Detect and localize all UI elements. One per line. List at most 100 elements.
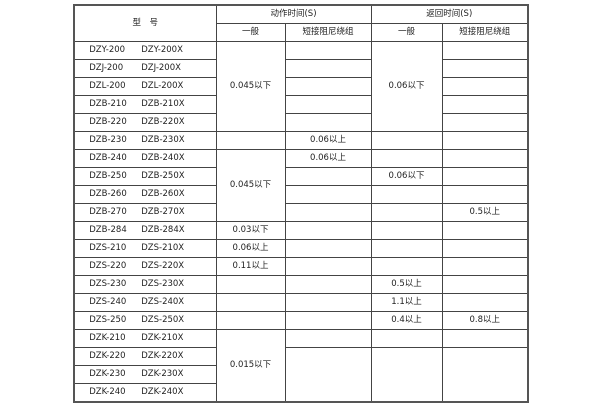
action-short-damping-cell (284, 113, 372, 132)
return-short-damping-cell (441, 293, 529, 312)
model-cell: DZS-250 DZS-250X (73, 311, 217, 330)
model-x-variant: DZB-240X (141, 153, 185, 163)
model-x-variant: DZB-250X (141, 171, 185, 181)
action-short-damping-cell (284, 293, 372, 312)
model-x-variant: DZJ-200X (141, 63, 181, 73)
action-short-damping-cell (284, 257, 372, 276)
model-cell: DZS-210 DZS-210X (73, 239, 217, 258)
table-row: DZS-220 DZS-220X 0.11以上 (73, 257, 529, 276)
model-x-variant: DZS-220X (141, 261, 185, 271)
model-x-variant: DZS-210X (141, 243, 185, 253)
action-general-cell: 0.045以下 (215, 149, 286, 222)
return-short-damping-cell (441, 95, 529, 114)
header-return-short-damping: 短接阻尼绕组 (441, 23, 529, 42)
model-x-variant: DZB-270X (141, 207, 185, 217)
return-short-damping-cell (441, 185, 529, 204)
action-short-damping-cell (284, 329, 372, 348)
model-cell: DZK-220 DZK-220X (73, 347, 217, 366)
model-standard: DZK-220 (89, 351, 126, 361)
action-short-damping-cell (284, 185, 372, 204)
action-short-damping-cell (284, 95, 372, 114)
return-short-damping-cell (441, 113, 529, 132)
action-short-damping-cell (284, 41, 372, 60)
table-row: DZB-284 DZB-284X 0.03以下 (73, 221, 529, 240)
table-row: DZB-260 DZB-260X (73, 185, 529, 204)
return-short-damping-cell (441, 59, 529, 78)
header-return-time: 返回时间(S) (370, 4, 529, 24)
model-standard: DZK-240 (89, 387, 126, 397)
model-standard: DZS-210 (89, 243, 127, 253)
model-cell: DZB-270 DZB-270X (73, 203, 217, 222)
model-x-variant: DZB-230X (141, 135, 185, 145)
model-cell: DZL-200 DZL-200X (73, 77, 217, 96)
header-action-general: 一般 (215, 23, 286, 42)
model-standard: DZB-210 (89, 99, 127, 109)
model-x-variant: DZB-220X (141, 117, 185, 127)
return-general-cell (370, 203, 443, 222)
model-cell: DZS-230 DZS-230X (73, 275, 217, 294)
table-row: DZK-230 DZK-230X (73, 365, 528, 384)
model-standard: DZS-250 (89, 315, 127, 325)
model-standard: DZS-230 (89, 279, 127, 289)
header-row-2: 一般 短接阻尼绕组 一般 短接阻尼绕组 (74, 23, 529, 42)
return-short-damping-cell: 0.5以上 (441, 203, 529, 222)
return-short-damping-cell (441, 77, 529, 96)
return-short-damping-cell (441, 239, 529, 258)
model-standard: DZB-240 (89, 153, 127, 163)
return-short-damping-cell (441, 275, 529, 294)
return-short-damping-cell (441, 41, 529, 60)
table-row: DZB-270 DZB-270X 0.5以上 (73, 203, 529, 222)
return-general-cell: 0.06以下 (370, 41, 443, 132)
model-cell: DZB-210 DZB-210X (73, 95, 217, 114)
table-body: DZY-200 DZY-200X 0.045以下 0.06以下 DZJ-200 DZJ-2… (73, 41, 529, 403)
return-short-damping-cell (441, 347, 529, 403)
model-cell: DZJ-200 DZJ-200X (73, 59, 217, 78)
model-standard: DZB-250 (89, 171, 127, 181)
model-x-variant: DZK-220X (141, 351, 184, 361)
table-row: DZB-240 DZB-240X 0.045以下 0.06以上 (73, 149, 529, 222)
model-standard: DZS-240 (89, 297, 127, 307)
action-general-cell: 0.015以下 (215, 329, 286, 403)
action-general-cell: 0.06以上 (215, 239, 286, 258)
model-standard: DZB-284 (89, 225, 127, 235)
return-general-cell (370, 221, 443, 240)
action-short-damping-cell (284, 167, 372, 186)
model-cell: DZB-240 DZB-240X (73, 149, 217, 168)
action-short-damping-cell: 0.06以上 (284, 131, 372, 150)
return-general-cell: 0.06以下 (370, 167, 443, 186)
model-cell: DZB-250 DZB-250X (73, 167, 217, 186)
action-short-damping-cell: 0.06以上 (284, 149, 372, 168)
action-general-cell (215, 293, 286, 312)
header-model: 型 号 (73, 4, 217, 42)
model-cell: DZK-210 DZK-210X (73, 329, 217, 348)
return-general-cell: 0.5以上 (370, 275, 443, 294)
action-general-cell: 0.045以下 (215, 41, 286, 132)
model-cell: DZS-220 DZS-220X (73, 257, 217, 276)
model-x-variant: DZB-210X (141, 99, 185, 109)
model-standard: DZL-200 (89, 81, 126, 91)
action-short-damping-cell (284, 239, 372, 258)
header-action-short-damping: 短接阻尼绕组 (284, 23, 372, 42)
action-short-damping-cell (284, 203, 372, 222)
action-short-damping-cell (284, 59, 372, 78)
model-x-variant: DZL-200X (141, 81, 184, 91)
return-general-cell (370, 347, 443, 403)
model-x-variant: DZS-240X (141, 297, 185, 307)
table-row: DZS-240 DZS-240X 1.1以上 (73, 293, 529, 312)
action-general-cell: 0.03以下 (215, 221, 286, 240)
model-cell: DZB-284 DZB-284X (73, 221, 217, 240)
table-row: DZS-230 DZS-230X 0.5以上 (73, 275, 529, 294)
model-cell: DZY-200 DZY-200X (73, 41, 217, 60)
return-general-cell (370, 131, 443, 150)
model-standard: DZB-260 (89, 189, 127, 199)
action-general-cell (215, 131, 286, 150)
header-row-1: 型 号 动作时间(S) 返回时间(S) (73, 4, 529, 42)
table-row: DZS-210 DZS-210X 0.06以上 (73, 239, 529, 258)
action-short-damping-cell (284, 275, 372, 294)
model-cell: DZB-220 DZB-220X (73, 113, 217, 132)
table-row: DZK-220 DZK-220X (73, 347, 529, 403)
model-standard: DZB-220 (89, 117, 127, 127)
header-return-general: 一般 (370, 23, 443, 42)
return-general-cell: 0.4以上 (370, 311, 443, 330)
action-short-damping-cell (284, 311, 372, 330)
